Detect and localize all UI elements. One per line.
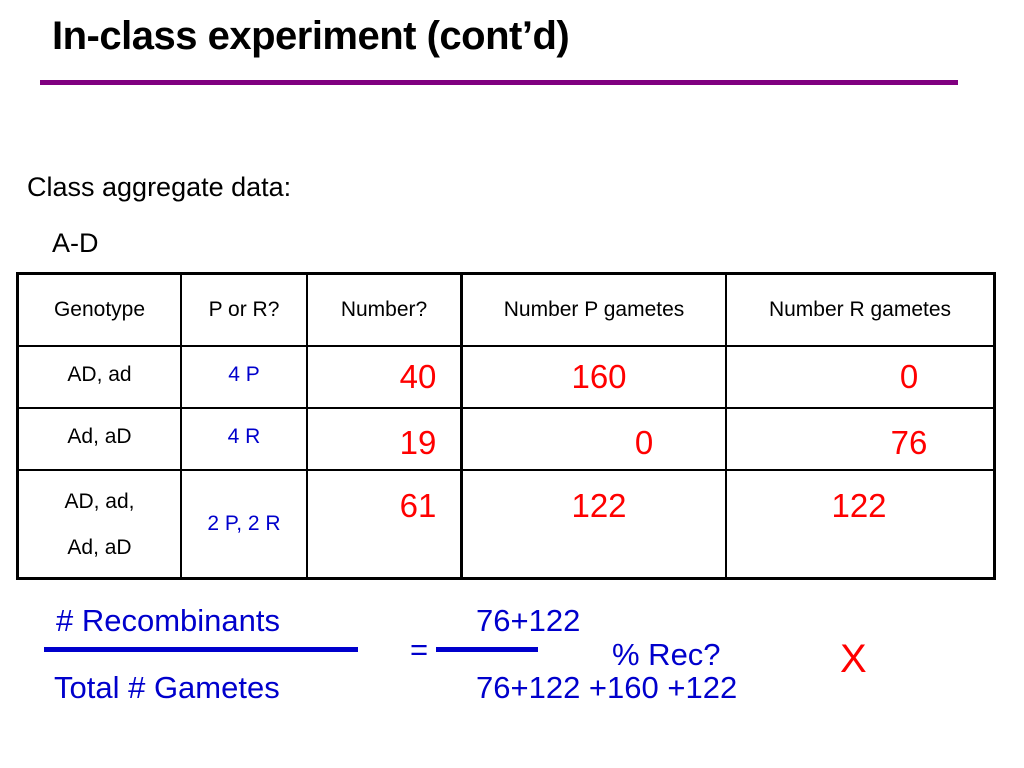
header-r-gametes: Number R gametes [768,298,952,321]
header-genotype: Genotype [53,298,146,321]
p-gametes-cell: 0 [634,424,654,461]
fraction-bar-right [436,647,538,652]
title-underline [40,80,958,85]
genotype-cell-line1: AD, ad, [64,490,135,513]
col-divider [460,275,463,577]
p-or-r-cell: 4 R [227,425,261,448]
data-table: Genotype P or R? Number? Number P gamete… [16,272,996,580]
header-number: Number? [340,298,428,321]
col-divider [180,275,182,577]
col-divider [306,275,308,577]
p-or-r-cell: 2 P, 2 R [207,512,281,535]
subheading: Class aggregate data: [27,172,292,202]
col-divider [725,275,727,577]
gene-pair-label: A-D [52,228,99,258]
header-p-gametes: Number P gametes [503,298,685,321]
row-divider [19,407,993,409]
p-gametes-cell: 160 [571,358,627,395]
row-divider [19,469,993,471]
number-cell: 61 [399,487,437,524]
row-divider [19,345,993,347]
fraction-bar-left [44,647,358,652]
numerator-label: # Recombinants [56,603,281,638]
slide-title: In-class experiment (cont’d) [52,14,570,58]
r-gametes-cell: 0 [899,358,919,395]
numerator-value: 76+122 [476,603,581,638]
p-gametes-cell: 122 [571,487,627,524]
denominator-label: Total # Gametes [54,670,280,705]
r-gametes-cell: 76 [890,424,928,461]
genotype-cell: Ad, aD [67,425,132,448]
genotype-cell: AD, ad [67,363,132,386]
number-cell: 40 [399,358,437,395]
genotype-cell-line2: Ad, aD [67,536,132,559]
equals-sign: = [410,632,429,667]
p-or-r-cell: 4 P [228,363,260,386]
denominator-value: 76+122 +160 +122 [476,670,738,705]
number-cell: 19 [399,424,437,461]
x-mark: X [840,637,867,681]
percent-rec-label: % Rec? [612,637,721,672]
header-p-or-r: P or R? [208,298,280,321]
r-gametes-cell: 122 [831,487,887,524]
